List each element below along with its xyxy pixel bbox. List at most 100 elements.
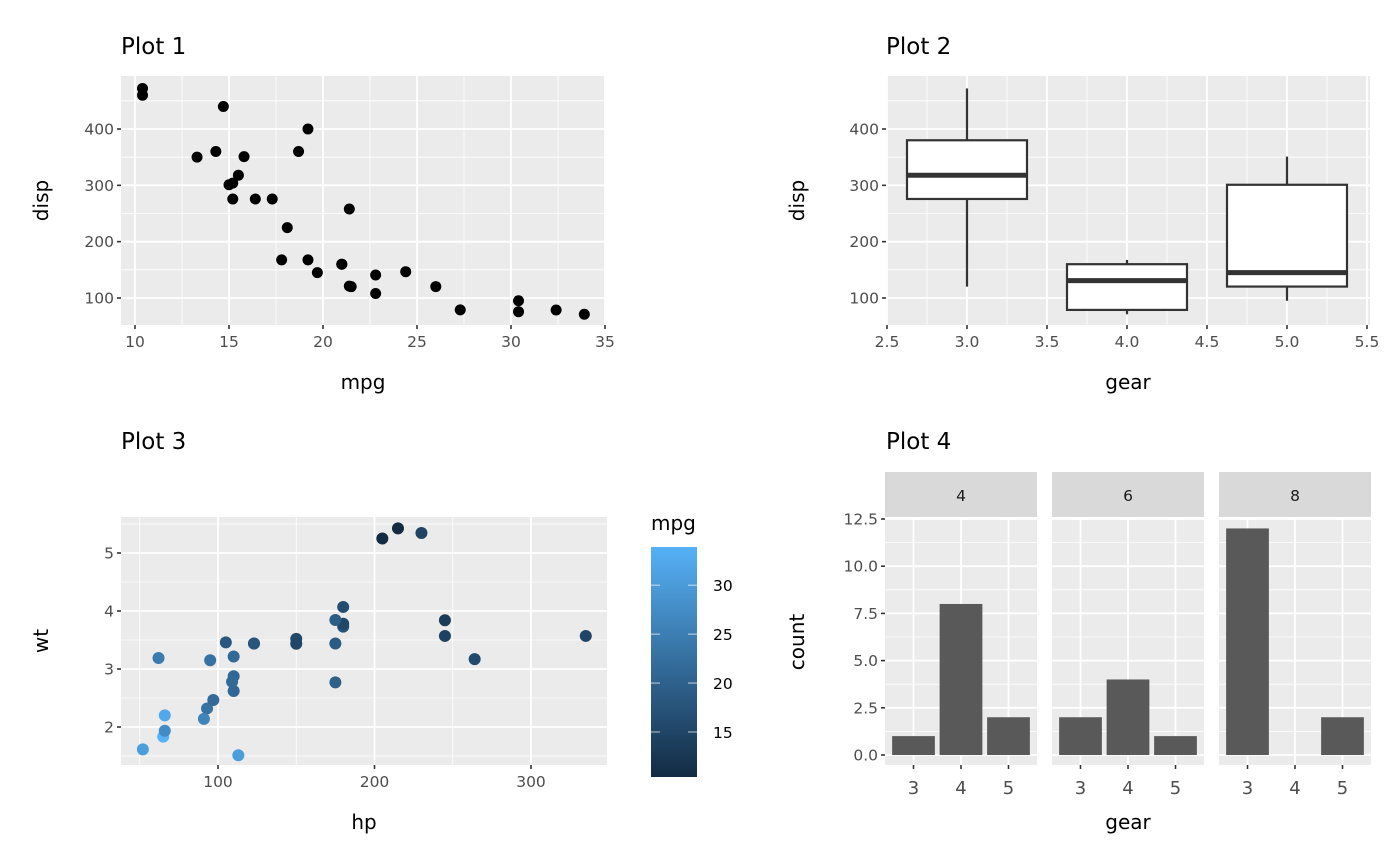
data-point xyxy=(415,526,428,539)
data-point xyxy=(152,651,165,664)
data-point xyxy=(232,169,244,181)
colorbar xyxy=(651,547,697,777)
y-tick-label: 10.0 xyxy=(843,558,878,576)
data-point xyxy=(227,685,240,698)
data-point xyxy=(281,222,293,234)
y-tick-label: 0.0 xyxy=(853,747,878,765)
data-point xyxy=(136,743,149,756)
data-point xyxy=(219,636,232,649)
y-tick-label: 4 xyxy=(104,603,114,621)
data-point xyxy=(337,600,350,613)
plot-title: Plot 1 xyxy=(121,34,186,60)
legend-tick-label: 30 xyxy=(713,577,733,595)
data-point xyxy=(293,146,305,158)
x-tick-label: 20 xyxy=(313,333,333,351)
bar xyxy=(1321,717,1364,755)
data-point xyxy=(438,614,451,627)
data-point xyxy=(210,146,222,158)
x-tick-label: 300 xyxy=(516,773,546,791)
x-tick-label: 200 xyxy=(360,773,390,791)
data-point xyxy=(223,179,235,191)
box xyxy=(1225,183,1349,288)
bar xyxy=(892,736,935,755)
plot-title: Plot 4 xyxy=(886,429,951,455)
data-point xyxy=(370,269,382,281)
data-point xyxy=(468,653,481,666)
x-tick-label: 4.0 xyxy=(1115,333,1140,351)
boxplot xyxy=(1065,259,1189,315)
x-tick-label: 5.0 xyxy=(1275,333,1300,351)
data-point xyxy=(276,254,288,266)
data-point xyxy=(201,702,214,715)
data-point xyxy=(370,287,382,299)
plot-2: 100 200 300 400 2.5 3.0 3.5 4.0 4.5 5.0 5.5 Plot 2 g… xyxy=(785,34,1379,394)
data-point xyxy=(232,749,245,762)
x-tick-label: 10 xyxy=(125,333,145,351)
bar xyxy=(1106,679,1150,755)
box xyxy=(905,139,1029,201)
facet-strip xyxy=(1052,472,1204,517)
x-tick-label: 5 xyxy=(1003,778,1014,799)
y-axis-title: disp xyxy=(785,180,809,221)
bar xyxy=(1154,736,1197,755)
x-tick-label: 3 xyxy=(908,778,919,799)
facet-strip xyxy=(885,472,1037,517)
data-point xyxy=(158,724,171,737)
boxplot xyxy=(905,88,1029,287)
data-point xyxy=(430,281,442,293)
data-point xyxy=(302,123,314,135)
data-point xyxy=(329,676,342,689)
y-tick-label: 7.5 xyxy=(853,605,878,623)
x-tick-label: 3.0 xyxy=(955,333,980,351)
y-tick-label: 12.5 xyxy=(843,511,878,529)
y-tick-label: 2.5 xyxy=(853,699,878,717)
data-point xyxy=(238,151,250,163)
legend-title: mpg xyxy=(651,511,696,535)
bar xyxy=(1059,717,1102,755)
y-tick-label: 5 xyxy=(104,545,114,563)
plot-1: 100 200 300 400 10 15 20 25 30 35 Plot 1 mpg disp xyxy=(29,34,615,394)
facet-strip-label: 8 xyxy=(1290,487,1300,505)
facet-strip-label: 4 xyxy=(956,487,966,505)
data-point xyxy=(290,637,303,650)
y-axis-title: disp xyxy=(29,180,53,221)
data-point xyxy=(207,694,220,707)
data-point xyxy=(400,266,412,278)
data-point xyxy=(191,151,203,163)
plot-1-panel-background xyxy=(121,76,605,325)
x-axis-title: gear xyxy=(1105,370,1151,394)
boxplot xyxy=(1225,156,1349,301)
data-point xyxy=(158,709,171,722)
data-point xyxy=(391,522,404,535)
facet-strip-label: 6 xyxy=(1123,487,1133,505)
y-tick-label: 400 xyxy=(849,121,879,139)
x-tick-label: 100 xyxy=(203,773,233,791)
data-point xyxy=(311,267,323,279)
x-tick-label: 3 xyxy=(1242,778,1253,799)
y-tick-label: 100 xyxy=(849,290,879,308)
data-point xyxy=(137,89,149,101)
bar xyxy=(987,717,1030,755)
x-tick-label: 4 xyxy=(1122,778,1133,799)
legend-tick-label: 20 xyxy=(713,675,733,693)
x-tick-label: 2.5 xyxy=(875,333,900,351)
y-tick-label: 100 xyxy=(84,290,114,308)
facet-panel: 4 3 4 5 xyxy=(885,472,1037,799)
data-point xyxy=(247,637,260,650)
data-point xyxy=(343,280,355,292)
x-axis-title: mpg xyxy=(341,370,386,394)
plot-title: Plot 3 xyxy=(121,429,186,455)
x-tick-label: 3 xyxy=(1075,778,1086,799)
y-tick-label: 400 xyxy=(84,121,114,139)
x-axis-title: gear xyxy=(1105,810,1151,834)
bar xyxy=(1226,528,1269,755)
data-point xyxy=(513,295,525,307)
x-tick-label: 30 xyxy=(501,333,521,351)
x-tick-label: 15 xyxy=(219,333,239,351)
y-tick-label: 300 xyxy=(84,177,114,195)
x-axis-title: hp xyxy=(351,810,376,834)
x-tick-label: 35 xyxy=(595,333,615,351)
y-tick-label: 300 xyxy=(849,177,879,195)
legend-tick-label: 25 xyxy=(713,626,733,644)
